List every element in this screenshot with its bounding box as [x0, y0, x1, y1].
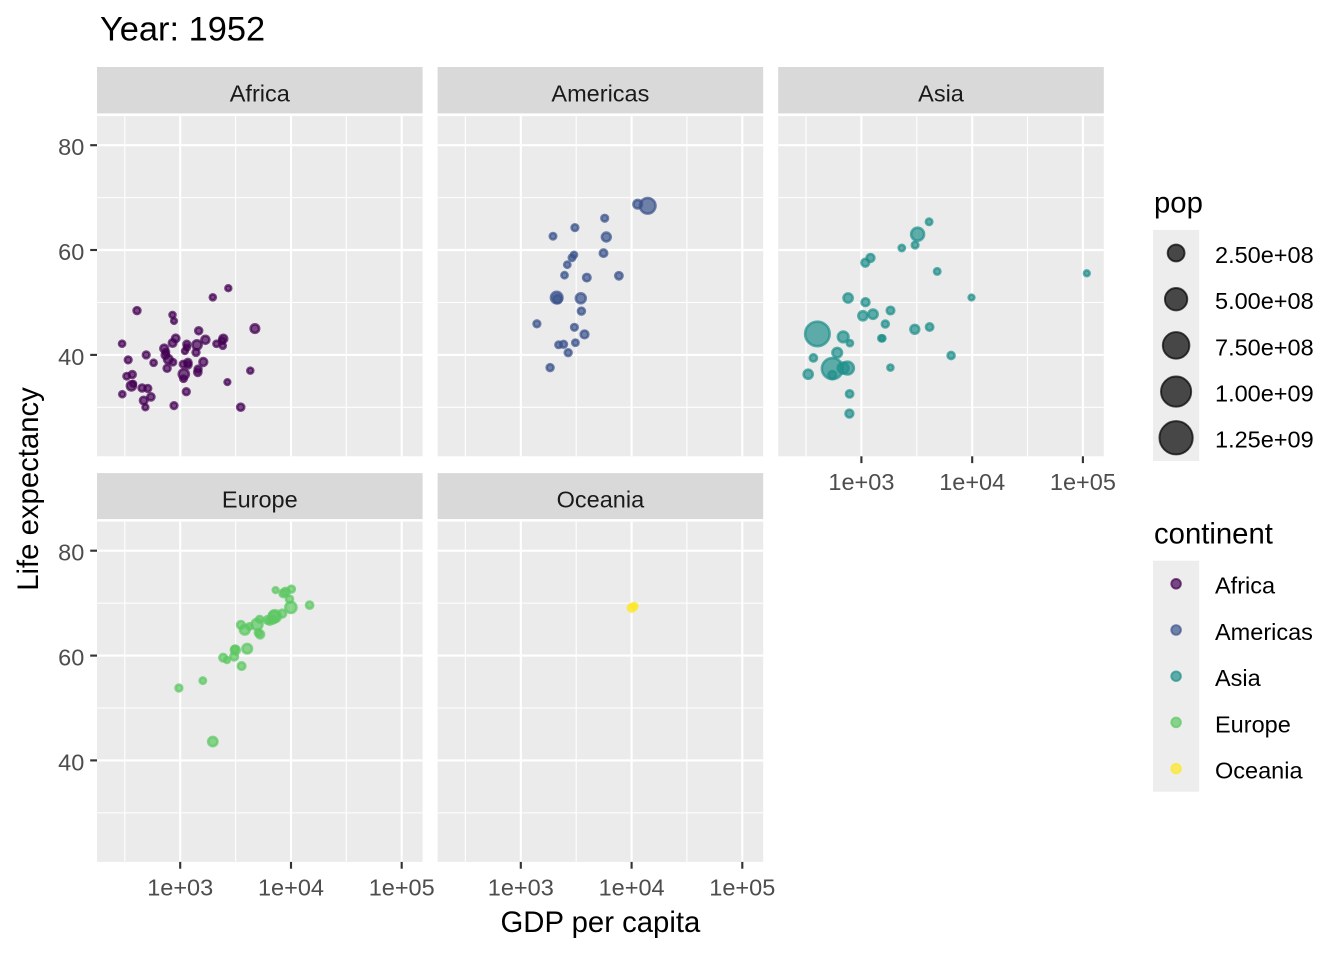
svg-text:1e+05: 1e+05: [369, 874, 435, 900]
svg-text:pop: pop: [1154, 187, 1203, 220]
svg-text:1.00e+09: 1.00e+09: [1215, 381, 1314, 407]
svg-text:80: 80: [58, 540, 84, 566]
svg-text:Asia: Asia: [918, 81, 965, 107]
svg-text:60: 60: [58, 239, 84, 265]
svg-text:Africa: Africa: [1215, 573, 1276, 599]
svg-text:60: 60: [58, 645, 84, 671]
svg-text:1e+04: 1e+04: [258, 874, 324, 900]
svg-text:5.00e+08: 5.00e+08: [1215, 288, 1314, 314]
svg-text:Americas: Americas: [1215, 619, 1313, 645]
svg-text:Americas: Americas: [551, 81, 649, 107]
svg-text:1e+05: 1e+05: [1050, 469, 1116, 495]
svg-text:40: 40: [58, 344, 84, 370]
svg-text:Year: 1952: Year: 1952: [100, 10, 265, 48]
svg-text:1.25e+09: 1.25e+09: [1215, 427, 1314, 453]
svg-text:2.50e+08: 2.50e+08: [1215, 242, 1314, 268]
svg-text:1e+04: 1e+04: [599, 874, 665, 900]
svg-text:Oceania: Oceania: [1215, 758, 1303, 784]
svg-text:Africa: Africa: [230, 81, 291, 107]
svg-text:Asia: Asia: [1215, 665, 1262, 691]
svg-text:GDP per capita: GDP per capita: [501, 906, 701, 939]
svg-text:Europe: Europe: [1215, 711, 1291, 737]
svg-text:80: 80: [58, 134, 84, 160]
svg-text:40: 40: [58, 749, 84, 775]
svg-text:1e+03: 1e+03: [147, 874, 213, 900]
svg-text:1e+04: 1e+04: [939, 469, 1005, 495]
svg-text:1e+05: 1e+05: [709, 874, 775, 900]
svg-text:continent: continent: [1154, 518, 1273, 551]
svg-text:Life expectancy: Life expectancy: [12, 387, 45, 591]
svg-text:Oceania: Oceania: [557, 487, 645, 513]
svg-text:1e+03: 1e+03: [828, 469, 894, 495]
svg-text:1e+03: 1e+03: [488, 874, 554, 900]
svg-text:Europe: Europe: [222, 487, 298, 513]
svg-text:7.50e+08: 7.50e+08: [1215, 334, 1314, 360]
